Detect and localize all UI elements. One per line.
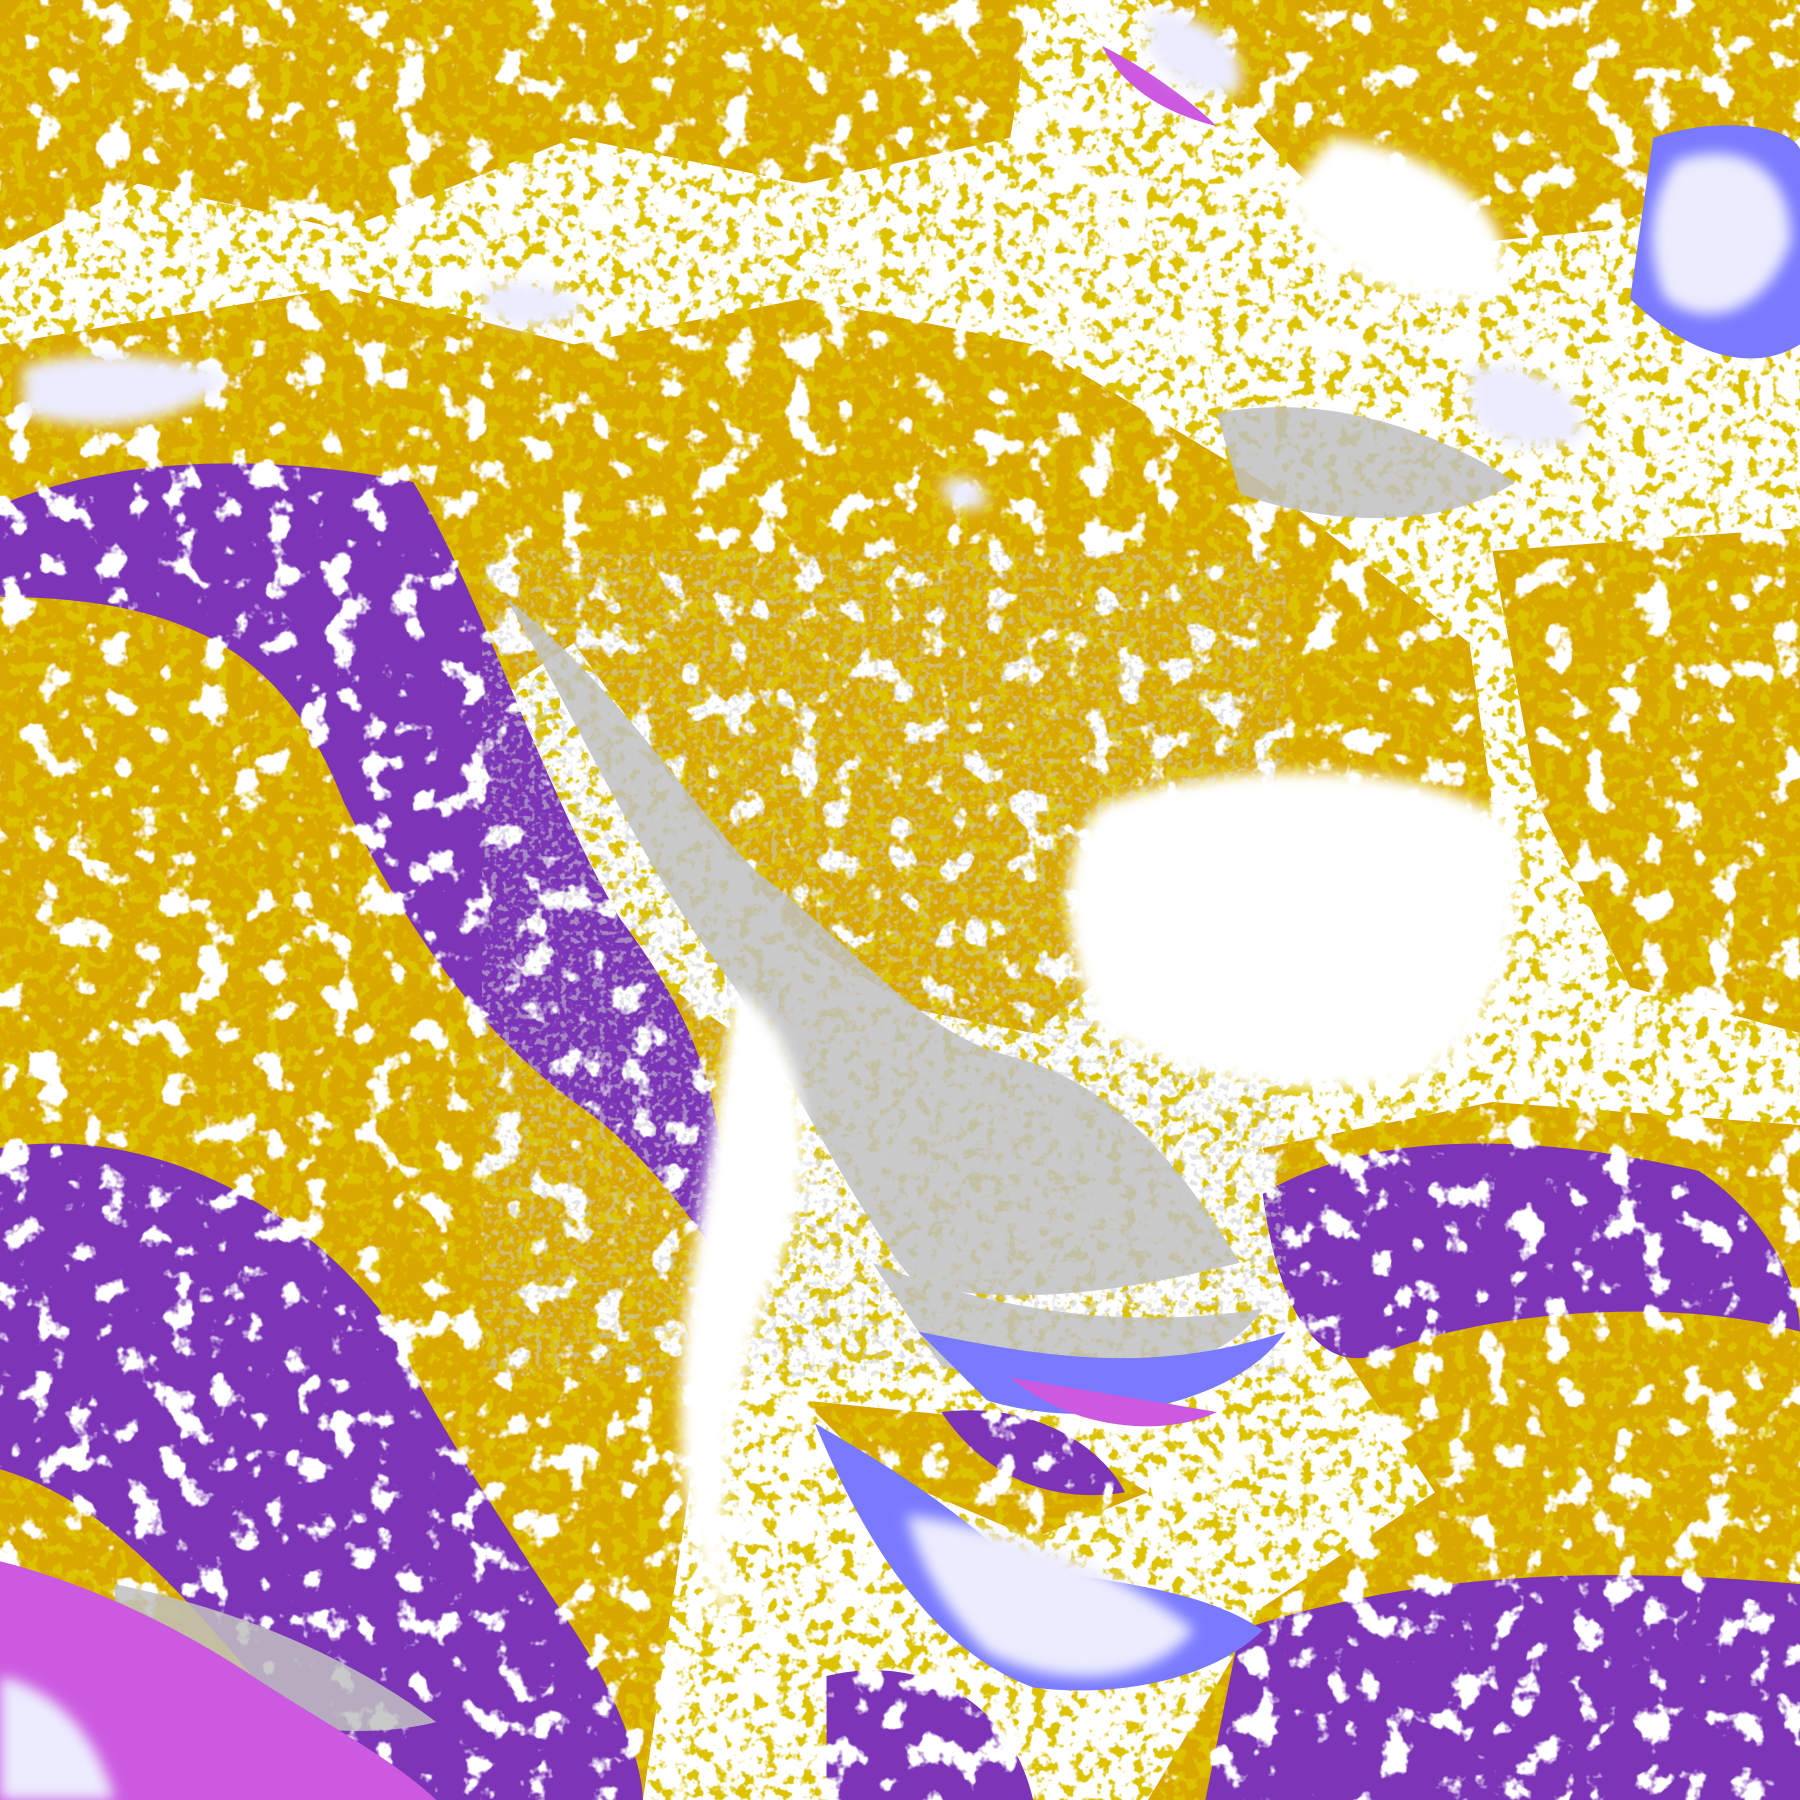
clear-region — [679, 137, 1518, 1631]
magenta-cloud-layer — [0, 45, 1217, 1800]
lavender-cloud-layer — [0, 11, 1791, 1800]
